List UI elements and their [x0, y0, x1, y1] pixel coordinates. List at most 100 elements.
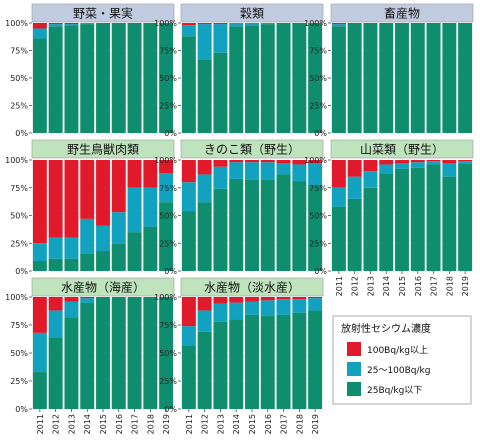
panel-header-strip	[31, 139, 175, 159]
y-tick-label: 75%	[159, 321, 177, 330]
y-tick-label: 25%	[159, 377, 177, 386]
bar-segment-2011-low	[181, 36, 196, 134]
y-tick-label: 75%	[10, 47, 28, 56]
x-tick-label: 2012	[52, 414, 61, 434]
bar-segment-2013-high	[64, 160, 79, 238]
y-tick-label: 100%	[154, 293, 177, 302]
bar-segment-2019-low	[458, 23, 473, 133]
bar-segment-2018-mid	[442, 163, 457, 177]
bar-segment-2012-high	[48, 160, 63, 238]
bar-segment-2011-low	[32, 38, 47, 133]
bar-segment-2015-mid	[245, 301, 259, 315]
legend-label-mid: 25～100Bq/kg	[367, 366, 430, 376]
bar-segment-2016-low	[111, 243, 126, 271]
bar-segment-2011-mid	[181, 25, 196, 37]
bar-segment-2011-mid	[331, 24, 346, 27]
x-tick-label: 2019	[311, 414, 320, 434]
bar-segment-2013-high	[64, 23, 79, 25]
x-tick-label: 2012	[201, 414, 210, 434]
bar-segment-2017-high	[426, 160, 441, 162]
bar-segment-2015-high	[245, 160, 259, 163]
bar-segment-2017-high	[276, 297, 291, 300]
bar-segment-2018-low	[143, 226, 158, 271]
bar-segment-2013-mid	[213, 303, 228, 322]
bar-segment-2019-high	[159, 160, 174, 174]
bar-segment-2018-low	[292, 181, 307, 271]
bar-segment-2015-low	[245, 179, 259, 271]
panel-header-strip	[330, 139, 474, 159]
panel-6: 山菜類（野生） 0% 25% 50% 75% 100% 2011 2012 2013 2014 20…	[304, 139, 474, 296]
bar-segment-2019-low	[308, 23, 323, 133]
y-tick-label: 0%	[15, 129, 28, 138]
bar-segment-2013-mid	[363, 171, 378, 188]
bar-segment-2014-low	[229, 178, 244, 271]
bar-segment-2018-low	[292, 312, 307, 409]
bar-segment-2014-mid	[229, 302, 244, 320]
bar-segment-2018-mid	[292, 299, 307, 313]
bar-segment-2018-high	[143, 160, 158, 188]
bar-segment-2019-mid	[308, 163, 323, 186]
y-tick-label: 75%	[10, 321, 28, 330]
bar-segment-2017-low	[276, 314, 291, 409]
bar-segment-2012-mid	[347, 176, 362, 199]
bar-segment-2012-low	[48, 26, 63, 133]
bar-segment-2017-low	[426, 164, 441, 271]
bar-segment-2016-mid	[260, 162, 275, 180]
panel-4: 野生鳥獣肉類 0% 25% 50% 75% 100%	[5, 139, 175, 276]
bar-segment-2014-mid	[229, 23, 244, 27]
y-tick-label: 50%	[10, 212, 28, 221]
bar-segment-2013-low	[64, 258, 79, 271]
x-tick-label: 2011	[36, 414, 45, 434]
bar-segment-2015-low	[245, 314, 259, 409]
panel-title: 穀類	[240, 7, 264, 21]
y-tick-label: 0%	[15, 405, 28, 414]
bar-segment-2013-mid	[213, 166, 228, 189]
bar-segment-2017-high	[127, 160, 142, 188]
bar-segment-2016-low	[111, 297, 126, 409]
bar-segment-2012-mid	[48, 310, 63, 338]
bar-segment-2011-low	[181, 211, 196, 271]
bar-segment-2011-high	[331, 23, 346, 25]
y-tick-label: 100%	[5, 19, 28, 28]
bar-segment-2019-low	[159, 23, 174, 133]
y-tick-label: 50%	[159, 74, 177, 83]
bar-segment-2019-mid	[308, 298, 323, 311]
panel-header-strip	[31, 277, 175, 297]
bar-segment-2017-low	[276, 174, 291, 271]
bar-segment-2014-low	[229, 319, 244, 409]
bar-segment-2014-low	[80, 253, 95, 271]
y-tick-label: 75%	[309, 47, 327, 56]
bar-segment-2011-high	[181, 23, 196, 26]
bar-segment-2011-mid	[32, 332, 47, 373]
y-tick-label: 25%	[309, 102, 327, 111]
bar-segment-2013-mid	[213, 24, 228, 53]
bar-segment-2014-low	[80, 24, 95, 134]
bar-segment-2011-mid	[181, 182, 196, 212]
bar-segment-2015-mid	[96, 225, 110, 252]
bar-segment-2012-low	[197, 331, 212, 409]
bar-segment-2014-low	[379, 23, 394, 133]
x-tick-label: 2018	[146, 414, 155, 434]
bar-segment-2012-mid	[197, 24, 212, 60]
bar-segment-2015-low	[96, 297, 110, 409]
bar-segment-2015-high	[96, 160, 110, 226]
panel-title: 畜産物	[384, 6, 420, 21]
bar-segment-2019-mid	[159, 173, 174, 203]
bar-segment-2019-low	[458, 163, 473, 271]
panel-title: 水産物（海産）	[61, 280, 145, 295]
bar-segment-2012-high	[48, 297, 63, 311]
y-tick-label: 50%	[159, 349, 177, 358]
x-tick-label: 2019	[162, 414, 171, 434]
y-tick-label: 100%	[304, 19, 327, 28]
panel-8: 水産物（淡水産） 0% 25% 50% 75% 100% 2011 2012 2013 2014 2…	[154, 277, 324, 434]
panel-title: 野生鳥獣肉類	[67, 142, 139, 157]
y-tick-label: 50%	[309, 212, 327, 221]
panel-header-strip	[180, 277, 324, 297]
bar-segment-2011-low	[32, 261, 47, 271]
y-tick-label: 50%	[309, 74, 327, 83]
bar-segment-2019-low	[159, 297, 174, 409]
panels-layer: 野菜・果実0%25%50%75%100%穀類0%25%50%75%100%畜産物…	[5, 3, 474, 434]
bar-segment-2012-low	[197, 59, 212, 133]
bar-segment-2014-mid	[80, 23, 95, 25]
bar-segment-2016-high	[111, 160, 126, 213]
